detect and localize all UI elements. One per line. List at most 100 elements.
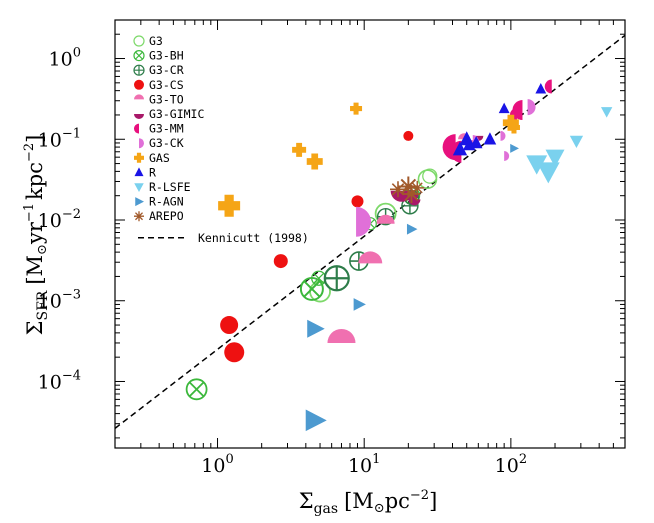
legend-marker [133, 64, 145, 76]
x-axis-label: Σgas [M⊙pc−2] [299, 488, 438, 517]
y-tick-label: 10−3 [38, 288, 81, 313]
y-tick-label: 10−2 [38, 207, 81, 232]
legend-marker [139, 138, 144, 149]
x-axis-bracket-close: ] [429, 489, 437, 513]
legend-item: G3-MM [134, 122, 184, 136]
legend-marker [134, 152, 144, 163]
data-point [502, 114, 519, 131]
data-point [527, 99, 536, 116]
data-point [273, 254, 288, 269]
data-point [536, 162, 560, 184]
data-point [469, 135, 483, 149]
series-r [452, 82, 547, 156]
legend-label: G3-CS [149, 78, 184, 92]
data-point [389, 181, 406, 198]
data-point [422, 168, 438, 184]
y-axis-bracket-open: [M [23, 255, 47, 285]
x-tick-label: 102 [495, 452, 527, 477]
legend-marker [133, 35, 145, 47]
legend-marker [134, 123, 139, 134]
data-point [224, 342, 245, 363]
x-axis-subscript: gas [314, 501, 339, 517]
legend-marker [134, 114, 144, 119]
data-point [526, 155, 548, 175]
data-point [569, 135, 584, 149]
data-point [350, 102, 363, 115]
legend-item: G3-TO [134, 92, 184, 106]
y-axis-exponent-yr: −1 [22, 203, 37, 222]
data-point [500, 130, 506, 141]
legend-label: G3-MM [149, 122, 184, 136]
data-point [351, 195, 364, 208]
legend-label: AREPO [149, 209, 184, 223]
data-point [306, 153, 323, 170]
legend-label: G3 [149, 34, 163, 48]
data-point [323, 265, 350, 292]
legend-label: G3-GIMIC [149, 107, 204, 121]
x-axis-sun: ⊙ [374, 501, 385, 516]
data-point [307, 319, 325, 338]
data-point [504, 151, 510, 162]
legend-item: G3-BH [133, 49, 184, 63]
axis-ticks [114, 19, 626, 448]
data-point [403, 130, 414, 141]
legend-label: R-AGN [149, 195, 184, 209]
data-point [544, 79, 552, 94]
y-tick-label: 10−4 [38, 368, 81, 393]
series-r-agn [305, 143, 519, 432]
data-point [376, 214, 395, 224]
data-point [406, 223, 418, 235]
y-axis-unit-kpc: kpc [23, 162, 47, 200]
legend-marker [134, 183, 144, 192]
data-point [358, 251, 383, 264]
legend-label: G3-CK [149, 136, 184, 150]
legend-label: G3-BH [149, 49, 184, 63]
legend-label: R-LSFE [149, 180, 191, 194]
data-point [305, 409, 327, 432]
legend-item: G3-CS [134, 78, 184, 92]
legend-marker [135, 197, 144, 207]
legend-label: G3-CR [149, 63, 184, 77]
data-point [185, 378, 208, 401]
data-point [535, 82, 547, 94]
y-tick-label: 10−1 [38, 126, 81, 151]
data-point [545, 149, 565, 168]
legend-item-kennicutt: Kennicutt (1998) [138, 231, 309, 245]
data-point [512, 100, 523, 121]
x-tick-label: 100 [201, 452, 233, 477]
data-point [498, 102, 510, 114]
legend-item: GAS [134, 151, 170, 165]
legend-marker [134, 79, 144, 90]
data-point [292, 142, 307, 157]
data-point [402, 184, 421, 203]
y-axis-sun: ⊙ [35, 244, 50, 255]
y-axis-symbol: Σ [23, 321, 47, 336]
y-axis-bracket-close: ] [23, 135, 47, 143]
y-tick-label: 100 [49, 46, 81, 71]
y-axis-unit-yr: yr [23, 221, 47, 245]
legend-label: G3-TO [149, 92, 184, 106]
legend-item: R-LSFE [134, 180, 191, 194]
legend-item: G3 [133, 34, 163, 48]
data-point [327, 328, 356, 343]
legend-item: G3-CR [133, 63, 184, 77]
data-point [452, 141, 468, 156]
kennicutt-relation-line [115, 34, 625, 429]
legend-item: AREPO [134, 209, 184, 223]
y-axis-exponent-kpc: −2 [22, 143, 37, 162]
legend-item: G3-GIMIC [134, 107, 204, 121]
data-points [185, 79, 613, 432]
series-gas [218, 102, 520, 217]
x-tick-label: 101 [348, 452, 380, 477]
tick-labels: 100 101 102 10−4 10−3 10−2 10−1 100 [38, 46, 527, 477]
series-g3-to [327, 133, 477, 343]
legend-marker [134, 94, 144, 100]
legend-item: R-AGN [135, 195, 184, 209]
data-point [356, 206, 372, 237]
legend-item: G3-CK [139, 136, 184, 150]
series-g3-cs [220, 130, 414, 363]
data-point [510, 143, 519, 153]
data-point [483, 132, 497, 145]
legend-marker [133, 49, 145, 62]
